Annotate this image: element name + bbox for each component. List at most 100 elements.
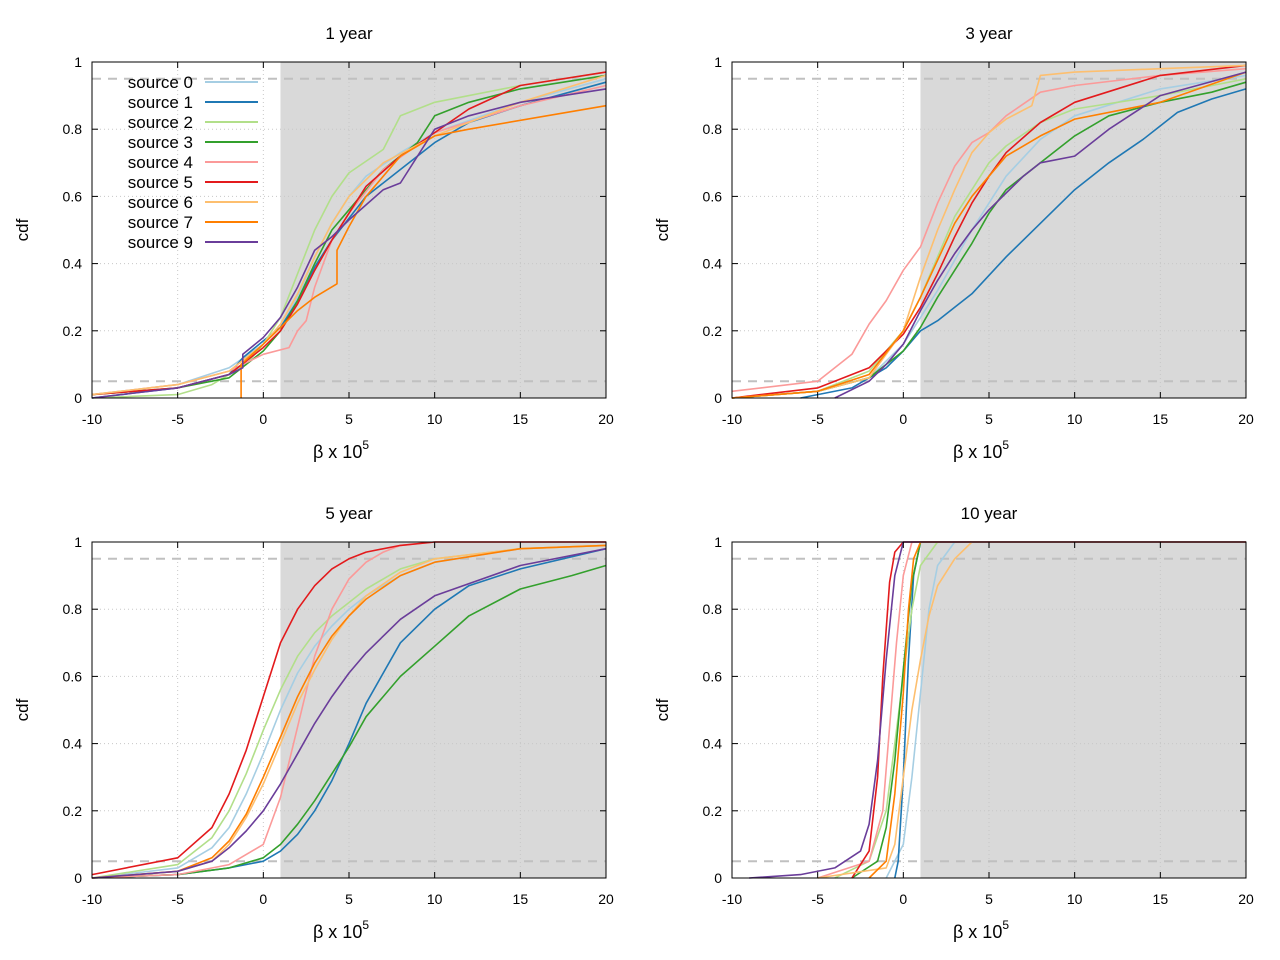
y-tick-label: 0 — [74, 390, 82, 406]
legend-label: source 6 — [128, 193, 193, 212]
series-line-source-6 — [817, 541, 1246, 879]
x-tick-label: 5 — [985, 891, 993, 907]
series-line-source-9 — [749, 541, 1246, 879]
x-tick-label: 5 — [345, 411, 353, 427]
x-axis-label-text: β x 10 — [313, 442, 362, 462]
x-tick-label: -5 — [171, 411, 184, 427]
legend-label: source 7 — [128, 213, 193, 232]
series-line-source-9 — [834, 71, 1247, 399]
x-axis-label-exponent: 5 — [1002, 438, 1009, 452]
y-tick-label: 1 — [74, 534, 82, 550]
series-line-source-7 — [91, 544, 607, 879]
shaded-region — [280, 542, 606, 878]
x-tick-label: 10 — [427, 891, 443, 907]
series-line-source-5 — [851, 541, 1246, 879]
x-tick-label: -10 — [722, 411, 742, 427]
x-axis-label: β x 105 — [313, 918, 369, 942]
y-tick-label: 0.4 — [703, 736, 723, 752]
x-tick-label: -10 — [722, 891, 742, 907]
x-tick-label: 10 — [1067, 891, 1083, 907]
x-tick-label: 10 — [1067, 411, 1083, 427]
y-tick-label: 0 — [714, 870, 722, 886]
shaded-region — [920, 542, 1246, 878]
legend-label: source 2 — [128, 113, 193, 132]
y-axis-label: cdf — [13, 218, 32, 241]
x-axis-label-text: β x 10 — [953, 442, 1002, 462]
y-tick-label: 0.6 — [63, 188, 83, 204]
y-tick-label: 0.2 — [703, 803, 723, 819]
y-tick-label: 0.4 — [63, 736, 83, 752]
y-tick-label: 0.8 — [703, 121, 723, 137]
series-line-source-1 — [91, 547, 607, 879]
y-tick-label: 0.6 — [703, 188, 723, 204]
y-tick-label: 0.4 — [703, 256, 723, 272]
y-tick-label: 0.2 — [703, 323, 723, 339]
x-tick-label: 0 — [899, 411, 907, 427]
y-tick-label: 0.8 — [703, 601, 723, 617]
x-axis-label-exponent: 5 — [362, 438, 369, 452]
x-tick-label: 5 — [985, 411, 993, 427]
y-tick-label: 0.6 — [63, 668, 83, 684]
chart-title: 3 year — [965, 24, 1013, 43]
x-tick-label: 10 — [427, 411, 443, 427]
x-axis-label-text: β x 10 — [953, 922, 1002, 942]
x-tick-label: 0 — [899, 891, 907, 907]
y-tick-label: 0.2 — [63, 323, 83, 339]
y-tick-label: 0.6 — [703, 668, 723, 684]
series-line-source-3 — [851, 541, 1246, 879]
y-axis-label: cdf — [13, 698, 32, 721]
series-line-source-9 — [91, 547, 607, 879]
chart-panel-3: -10 -5 0 5 10 15 20 0 0.2 0.4 0.6 0.8 1 10 year β x 10… — [653, 504, 1254, 942]
x-tick-label: 15 — [513, 891, 529, 907]
series-line-source-5 — [91, 541, 606, 876]
x-tick-label: 15 — [513, 411, 529, 427]
x-tick-label: -10 — [82, 411, 102, 427]
series-line-source-2 — [731, 78, 1247, 399]
series-line-source-7 — [731, 71, 1247, 399]
legend-label: source 4 — [128, 153, 193, 172]
legend-label: source 9 — [128, 233, 193, 252]
chart-title: 5 year — [325, 504, 373, 523]
x-tick-label: 20 — [598, 411, 614, 427]
y-tick-label: 0.2 — [63, 803, 83, 819]
x-axis-label: β x 105 — [953, 438, 1009, 462]
series-line-source-6 — [91, 544, 607, 879]
series-line-source-1 — [800, 88, 1247, 399]
legend-label: source 5 — [128, 173, 193, 192]
x-tick-label: -10 — [82, 891, 102, 907]
x-tick-label: 0 — [259, 891, 267, 907]
x-tick-label: 20 — [1238, 891, 1254, 907]
y-axis-label: cdf — [653, 698, 672, 721]
series-line-source-6 — [731, 64, 1247, 399]
y-tick-label: 0.8 — [63, 601, 83, 617]
y-tick-label: 0 — [74, 870, 82, 886]
y-tick-label: 0.8 — [63, 121, 83, 137]
x-axis-label-text: β x 10 — [313, 922, 362, 942]
legend-label: source 3 — [128, 133, 193, 152]
x-axis-label: β x 105 — [953, 918, 1009, 942]
y-tick-label: 1 — [714, 534, 722, 550]
x-tick-label: -5 — [811, 411, 824, 427]
series-line-source-3 — [91, 564, 607, 879]
series-line-source-0 — [885, 541, 1246, 879]
series-line-source-2 — [91, 71, 607, 399]
y-tick-label: 1 — [74, 54, 82, 70]
x-axis-label-exponent: 5 — [1002, 918, 1009, 932]
legend-label: source 0 — [128, 73, 193, 92]
x-tick-label: 15 — [1153, 411, 1169, 427]
x-tick-label: -5 — [811, 891, 824, 907]
series-line-source-7 — [868, 541, 1246, 879]
shaded-region — [280, 62, 606, 398]
x-axis-label: β x 105 — [313, 438, 369, 462]
y-tick-label: 1 — [714, 54, 722, 70]
x-tick-label: 0 — [259, 411, 267, 427]
x-tick-label: 20 — [598, 891, 614, 907]
chart-title: 1 year — [325, 24, 373, 43]
x-axis-label-exponent: 5 — [362, 918, 369, 932]
series-line-source-0 — [731, 74, 1247, 399]
x-tick-label: 15 — [1153, 891, 1169, 907]
